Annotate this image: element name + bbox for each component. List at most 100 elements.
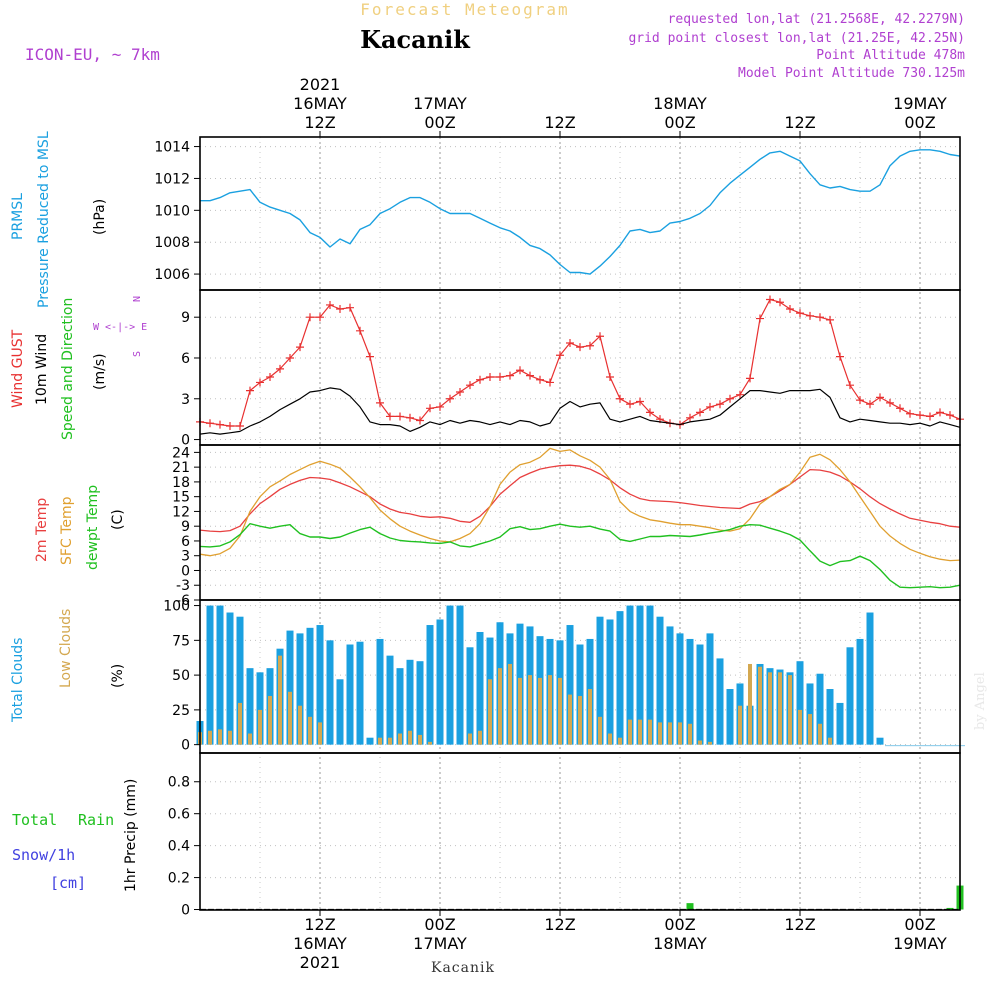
low-clouds-bar: [808, 714, 812, 745]
pressure-label-2: Pressure Reduced to MSL: [36, 131, 52, 308]
y-tick-label-temp: 0: [181, 563, 190, 579]
total-clouds-bar: [476, 631, 484, 745]
wind-gust-point: [886, 398, 894, 407]
low-clouds-bar: [278, 655, 282, 745]
bottom-time-label: 00Z: [664, 915, 695, 934]
total-clouds-bar: [406, 659, 414, 745]
wind-gust-point: [776, 298, 784, 307]
wind-gust-point: [586, 341, 594, 350]
total-clouds-bar: [246, 668, 254, 745]
total-clouds-bar: [606, 619, 614, 745]
temp-unit: (C): [110, 509, 126, 530]
wind-gust-point: [236, 421, 244, 430]
top-time-label: 2021: [300, 75, 341, 94]
low-clouds-label: Low Clouds: [58, 609, 74, 688]
wind-gust-point: [946, 411, 954, 420]
low-clouds-bar: [268, 695, 272, 745]
footer-place: Kacanik: [431, 960, 495, 976]
wind-gust-point: [366, 352, 374, 361]
panel-frame-temp: [199, 444, 961, 601]
low-clouds-bar: [398, 733, 402, 745]
point-altitude: Point Altitude 478m: [816, 48, 965, 63]
low-clouds-bar: [248, 733, 252, 745]
total-clouds-bar: [396, 668, 404, 745]
total-clouds-bar: [626, 605, 634, 745]
total-clouds-label: Total Clouds: [10, 638, 26, 723]
top-time-label: 00Z: [424, 113, 455, 132]
wind-gust-point: [636, 397, 644, 406]
low-clouds-bar: [738, 705, 742, 745]
low-clouds-bar: [548, 675, 552, 745]
top-time-label: 19MAY: [893, 94, 947, 113]
wind-gust-point: [746, 374, 754, 383]
pressure-line: [200, 149, 961, 275]
total-clouds-bar: [326, 640, 334, 745]
low-clouds-bar: [258, 709, 262, 745]
low-clouds-bar: [318, 722, 322, 745]
y-tick-label-clouds: 75: [172, 633, 190, 649]
wind-gust-point: [766, 295, 774, 304]
compass-we: W <-|-> E: [93, 322, 147, 333]
top-time-label: 16MAY: [293, 94, 347, 113]
wind-gust-point: [736, 390, 744, 399]
low-clouds-bar: [478, 730, 482, 745]
low-clouds-bar: [428, 741, 432, 745]
wind-gust-point: [476, 375, 484, 384]
low-clouds-bar: [748, 663, 752, 745]
meteogram-title: Forecast Meteogram: [360, 0, 569, 19]
y-tick-label-temp: 21: [172, 460, 190, 476]
wind-gust-point: [446, 394, 454, 403]
wind-gust-point: [686, 413, 694, 422]
low-clouds-bar: [208, 730, 212, 745]
wind-gust-point: [716, 400, 724, 409]
y-tick-label-temp: 18: [172, 475, 190, 491]
total-clouds-bar: [286, 630, 294, 745]
y-tick-label-temp: -3: [176, 578, 190, 594]
wind-gust-point: [796, 309, 804, 318]
top-time-label: 12Z: [784, 113, 815, 132]
low-clouds-bar: [638, 719, 642, 745]
total-clouds-bar: [846, 647, 854, 745]
wind-gust-point: [266, 373, 274, 382]
low-clouds-bar: [408, 730, 412, 745]
wind-gust-point: [916, 411, 924, 420]
temp-2m-label: 2m Temp: [34, 498, 50, 562]
wind-gust-point: [576, 343, 584, 352]
bottom-time-label: 16MAY: [293, 934, 347, 953]
y-tick-label-wind: 3: [181, 392, 190, 408]
low-clouds-bar: [468, 733, 472, 745]
y-tick-label-pressure: 1008: [154, 235, 190, 251]
low-clouds-bar: [818, 723, 822, 745]
total-clouds-bar: [576, 644, 584, 745]
bottom-time-label: 12Z: [304, 915, 335, 934]
total-clouds-bar: [836, 702, 844, 745]
top-time-label: 12Z: [304, 113, 335, 132]
top-time-label: 18MAY: [653, 94, 707, 113]
y-tick-label-pressure: 1006: [154, 267, 190, 283]
total-clouds-bar: [706, 633, 714, 745]
wind-gust-point: [696, 408, 704, 417]
total-clouds-bar: [206, 605, 214, 745]
low-clouds-bar: [828, 737, 832, 745]
total-clouds-bar: [376, 638, 384, 745]
place-title: Kacanik: [360, 25, 471, 54]
wind-gust-point: [926, 412, 934, 421]
low-clouds-bar: [308, 716, 312, 745]
total-clouds-bar: [826, 689, 834, 745]
low-clouds-bar: [648, 719, 652, 745]
y-tick-label-pressure: 1014: [154, 140, 190, 156]
total-clouds-bar: [616, 611, 624, 745]
low-clouds-bar: [588, 689, 592, 745]
total-clouds-bar: [466, 647, 474, 745]
total-clouds-bar: [876, 737, 884, 745]
model-label: ICON-EU, ~ 7km: [25, 45, 160, 64]
low-clouds-bar: [498, 668, 502, 745]
wind-gust-point: [356, 326, 364, 335]
temp-dewpt-label: dewpt Temp: [85, 485, 101, 570]
wind-gust-point: [606, 373, 614, 382]
y-tick-label-wind: 6: [181, 351, 190, 367]
total-clouds-bar: [346, 644, 354, 745]
total-clouds-bar: [656, 616, 664, 745]
wind-gust-point: [486, 373, 494, 382]
